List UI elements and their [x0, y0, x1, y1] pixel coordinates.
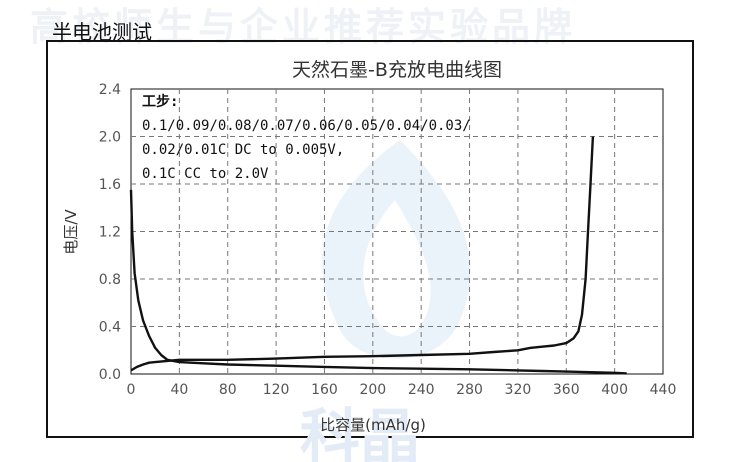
y-tick-label: 1.2: [99, 225, 121, 241]
y-tick-label: 0.8: [99, 272, 121, 288]
y-tick-label: 0.0: [99, 367, 121, 383]
watermark-text-bottom: 科晶: [300, 403, 420, 462]
x-tick-label: 440: [650, 382, 677, 398]
y-axis-label: 电压/V: [62, 209, 80, 255]
x-tick-label: 280: [456, 382, 483, 398]
y-tick-label: 1.6: [99, 177, 121, 193]
annotation-line: 工步:: [142, 93, 178, 110]
y-axis-ticks: 0.0 0.4 0.8 1.2 1.6 2.0 2.4: [99, 82, 121, 383]
watermark-logo: [322, 140, 471, 359]
watermark-flame-shape: [322, 140, 471, 359]
chart-frame: [46, 40, 694, 438]
x-tick-label: 160: [311, 382, 338, 398]
grid-lines: [131, 89, 663, 374]
x-tick-label: 0: [127, 382, 136, 398]
step-annotation: 工步: 0.1/0.09/0.08/0.07/0.06/0.05/0.04/0.0…: [142, 93, 471, 182]
x-tick-label: 200: [359, 382, 386, 398]
x-tick-label: 400: [601, 382, 628, 398]
x-axis-ticks: 0 40 80 120 160 200 240 280 320 360 400 440: [127, 382, 677, 398]
y-tick-label: 2.4: [99, 82, 121, 98]
x-axis-label: 比容量(mAh/g): [320, 416, 426, 434]
chart-title: 天然石墨-B充放电曲线图: [292, 59, 502, 81]
x-tick-label: 40: [170, 382, 188, 398]
x-tick-label: 320: [505, 382, 532, 398]
y-tick-label: 0.4: [99, 320, 121, 336]
series-line-2: [130, 136, 595, 372]
series-group: [129, 136, 627, 375]
x-tick-label: 80: [219, 382, 237, 398]
annotation-line: 0.1C CC to 2.0V: [142, 166, 269, 182]
x-tick-label: 240: [408, 382, 435, 398]
watermark-flame-inner: [363, 200, 431, 337]
annotation-line: 0.1/0.09/0.08/0.07/0.06/0.05/0.04/0.03/: [142, 118, 471, 134]
x-tick-label: 120: [263, 382, 290, 398]
annotation-line: 0.02/0.01C DC to 0.005V,: [142, 142, 344, 158]
series-line-1: [129, 189, 627, 375]
x-tick-label: 360: [553, 382, 580, 398]
y-tick-label: 2.0: [99, 130, 121, 146]
